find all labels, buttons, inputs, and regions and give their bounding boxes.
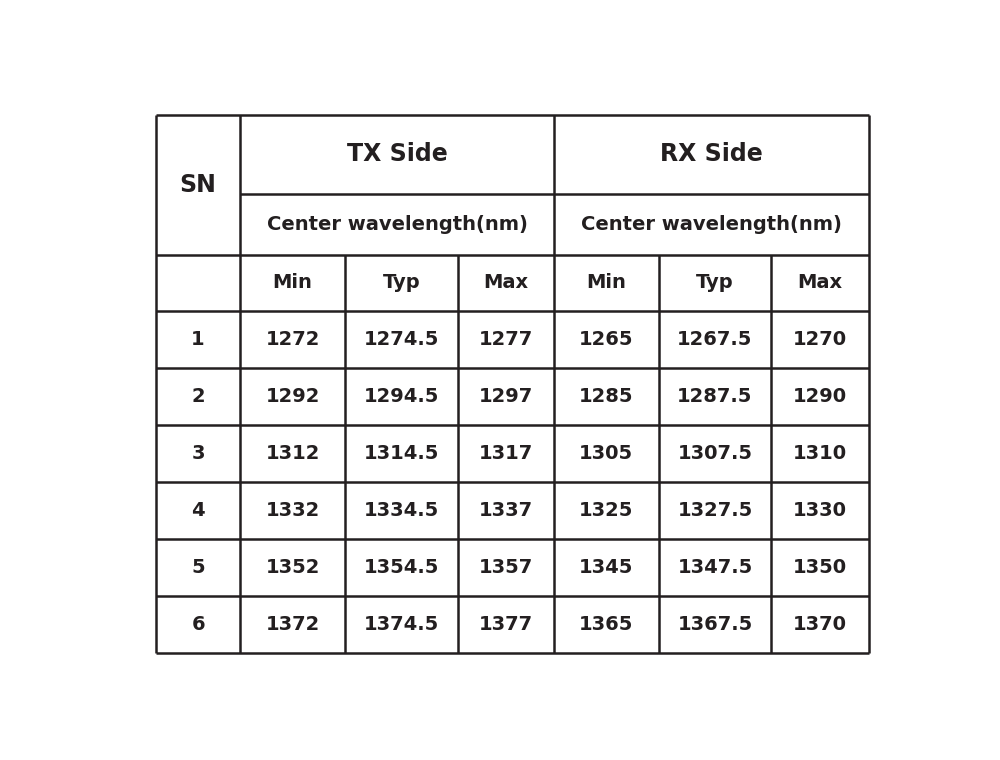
- Text: 1285: 1285: [579, 387, 634, 406]
- Text: 1365: 1365: [579, 615, 633, 634]
- Text: Min: Min: [586, 274, 626, 293]
- Text: 1272: 1272: [265, 330, 320, 349]
- Text: 1277: 1277: [479, 330, 533, 349]
- Text: 1292: 1292: [265, 387, 320, 406]
- Text: 1347.5: 1347.5: [677, 558, 753, 577]
- Text: Center wavelength(nm): Center wavelength(nm): [267, 215, 527, 234]
- Text: 1350: 1350: [793, 558, 847, 577]
- Text: 1357: 1357: [479, 558, 533, 577]
- Text: 1377: 1377: [479, 615, 533, 634]
- Text: 1330: 1330: [793, 501, 847, 520]
- Text: 4: 4: [191, 501, 205, 520]
- Text: 2: 2: [191, 387, 205, 406]
- Text: 1354.5: 1354.5: [364, 558, 439, 577]
- Text: 1287.5: 1287.5: [677, 387, 753, 406]
- Text: 1312: 1312: [265, 444, 320, 463]
- Text: 1: 1: [191, 330, 205, 349]
- Text: 1314.5: 1314.5: [364, 444, 439, 463]
- Text: Max: Max: [483, 274, 528, 293]
- Text: 1374.5: 1374.5: [364, 615, 439, 634]
- Text: RX Side: RX Side: [660, 142, 763, 166]
- Text: 1267.5: 1267.5: [677, 330, 753, 349]
- Text: 3: 3: [191, 444, 205, 463]
- Text: Min: Min: [273, 274, 312, 293]
- Text: 1337: 1337: [479, 501, 533, 520]
- Text: Typ: Typ: [382, 274, 420, 293]
- Text: 1325: 1325: [579, 501, 633, 520]
- Text: 1372: 1372: [265, 615, 320, 634]
- Text: 1352: 1352: [265, 558, 320, 577]
- Text: 1327.5: 1327.5: [677, 501, 753, 520]
- Text: Typ: Typ: [696, 274, 734, 293]
- Text: TX Side: TX Side: [347, 142, 447, 166]
- Text: 6: 6: [191, 615, 205, 634]
- Text: 1297: 1297: [479, 387, 533, 406]
- Text: 1294.5: 1294.5: [364, 387, 439, 406]
- Text: 1307.5: 1307.5: [677, 444, 752, 463]
- Text: 1317: 1317: [479, 444, 533, 463]
- Text: Max: Max: [798, 274, 843, 293]
- Text: 1332: 1332: [265, 501, 320, 520]
- Text: 1270: 1270: [793, 330, 847, 349]
- Text: 5: 5: [191, 558, 205, 577]
- Text: 1310: 1310: [793, 444, 847, 463]
- Text: 1370: 1370: [793, 615, 847, 634]
- Text: SN: SN: [180, 173, 217, 197]
- Text: 1305: 1305: [579, 444, 633, 463]
- Text: 1274.5: 1274.5: [364, 330, 439, 349]
- Text: 1367.5: 1367.5: [677, 615, 753, 634]
- Text: 1265: 1265: [579, 330, 634, 349]
- Text: Center wavelength(nm): Center wavelength(nm): [581, 215, 842, 234]
- Text: 1334.5: 1334.5: [364, 501, 439, 520]
- Text: 1345: 1345: [579, 558, 633, 577]
- Text: 1290: 1290: [793, 387, 847, 406]
